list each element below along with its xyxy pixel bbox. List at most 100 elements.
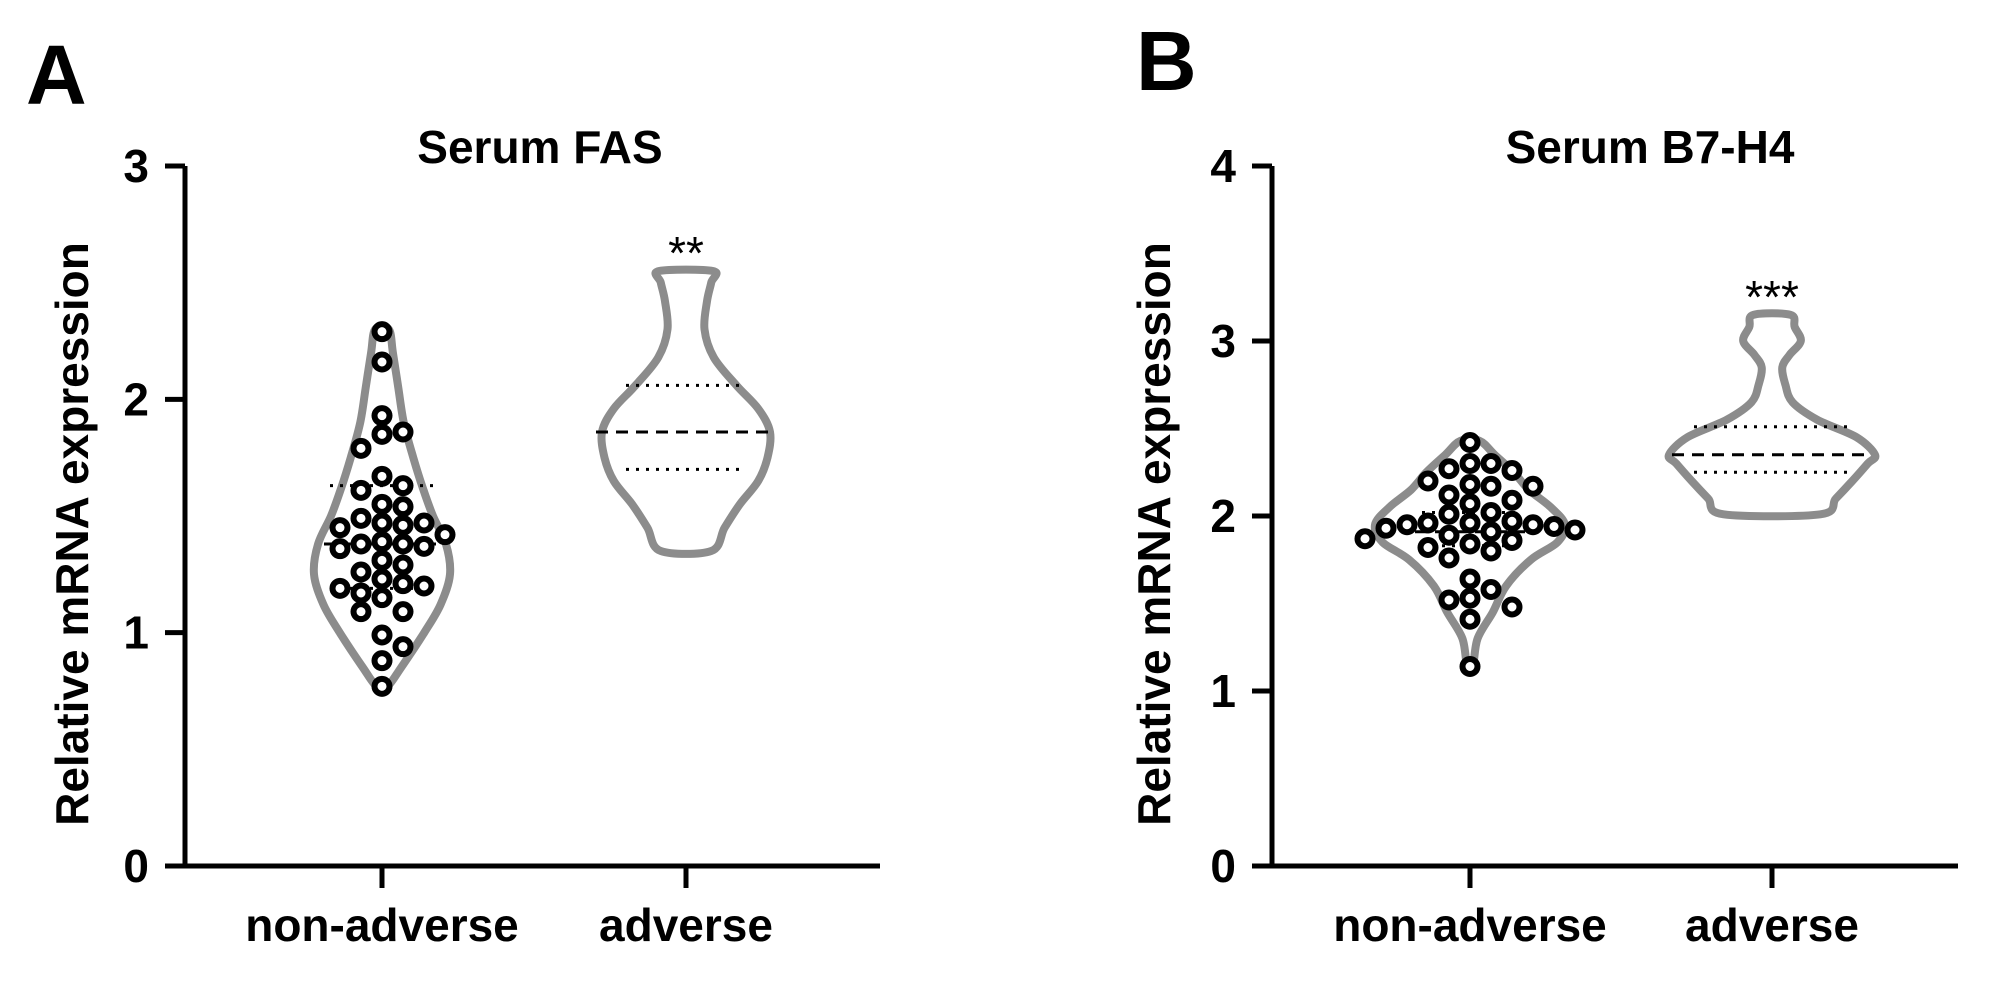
data-point: [371, 549, 393, 571]
data-point: [1522, 514, 1544, 536]
data-point: [413, 535, 435, 557]
data-point: [371, 531, 393, 553]
plot-area-b: 0 1 2 3 4 non-adverse adverse ***: [1210, 140, 1958, 951]
data-point: [1459, 453, 1481, 474]
data-point: [371, 568, 393, 590]
data-point: [1375, 517, 1397, 539]
y-tick-label: 3: [1210, 315, 1236, 367]
data-point: [1501, 460, 1523, 481]
data-point: [392, 573, 414, 595]
data-point: [1354, 528, 1376, 550]
data-point: [1459, 432, 1481, 453]
significance-label-a: **: [668, 227, 704, 279]
data-point: [350, 582, 372, 604]
data-point: [1480, 453, 1502, 474]
y-tick-label: 1: [1210, 665, 1236, 717]
data-point: [392, 533, 414, 555]
data-point: [1480, 502, 1502, 523]
data-point: [1543, 516, 1565, 537]
plot-area-a: 0 1 2 3 non-adverse adverse **: [123, 140, 880, 951]
data-point: [413, 512, 435, 534]
data-point: [1459, 568, 1481, 590]
data-point: [1417, 470, 1439, 492]
data-point: [1459, 512, 1481, 534]
data-point: [434, 524, 456, 546]
y-tick-label: 3: [123, 140, 149, 192]
data-point: [1459, 493, 1481, 515]
data-point: [392, 475, 414, 497]
violin-adverse: [597, 265, 775, 558]
data-point: [392, 514, 414, 536]
data-point: [350, 507, 372, 529]
panel-a: A Serum FAS Relative mRNA expression 0 1 2…: [26, 28, 880, 951]
panel-b: B Serum B7-H4 Relative mRNA expression 0…: [1128, 14, 1958, 951]
data-point: [350, 437, 372, 459]
data-point: [392, 636, 414, 658]
data-point: [371, 650, 393, 672]
data-point: [350, 533, 372, 555]
data-point: [1438, 589, 1460, 611]
data-point: [329, 517, 351, 539]
y-tick-label: 0: [123, 840, 149, 892]
chart-title-a: Serum FAS: [417, 121, 662, 173]
data-point: [371, 675, 393, 697]
y-axis-label-a: Relative mRNA expression: [46, 242, 98, 826]
panel-letter-a: A: [26, 28, 87, 122]
data-point: [350, 479, 372, 501]
chart-title-b: Serum B7-H4: [1506, 121, 1795, 173]
data-point: [1459, 533, 1481, 555]
data-point: [1438, 547, 1460, 569]
y-tick-label: 2: [1210, 490, 1236, 542]
data-point: [371, 321, 393, 343]
data-point: [392, 496, 414, 518]
data-point: [1501, 530, 1523, 551]
x-tick-label-non-adverse: non-adverse: [1333, 899, 1607, 951]
data-point: [1501, 596, 1523, 618]
data-point: [329, 538, 351, 560]
y-tick-label: 2: [123, 373, 149, 425]
y-tick-label: 4: [1210, 140, 1236, 192]
data-point: [1438, 503, 1460, 525]
y-tick-label: 0: [1210, 840, 1236, 892]
panel-letter-b: B: [1136, 14, 1197, 108]
data-point: [329, 577, 351, 599]
data-point: [1459, 474, 1481, 495]
data-point: [1459, 656, 1481, 677]
data-point: [371, 405, 393, 427]
x-tick-label-adverse: adverse: [599, 899, 773, 951]
data-point: [1522, 475, 1544, 497]
data-point: [1501, 510, 1523, 532]
data-point: [1438, 458, 1460, 480]
data-point: [371, 423, 393, 445]
data-point: [392, 601, 414, 623]
data-point: [1480, 579, 1502, 600]
data-point: [1480, 521, 1502, 543]
data-point: [1438, 484, 1460, 506]
data-point: [371, 493, 393, 515]
data-point: [1459, 587, 1481, 609]
data-point: [1417, 537, 1439, 558]
data-point: [371, 587, 393, 609]
data-point: [1501, 489, 1523, 511]
x-tick-label-non-adverse: non-adverse: [245, 899, 519, 951]
data-point: [1459, 608, 1481, 630]
data-point: [350, 561, 372, 583]
data-point: [413, 575, 435, 597]
violin-adverse: [1664, 309, 1880, 521]
data-point: [350, 601, 372, 623]
data-point: [392, 421, 414, 443]
data-point: [1480, 540, 1502, 562]
data-point: [1480, 475, 1502, 497]
y-tick-label: 1: [123, 607, 149, 659]
data-point: [371, 351, 393, 373]
data-point: [371, 512, 393, 534]
data-point: [371, 465, 393, 487]
significance-label-b: ***: [1745, 271, 1799, 323]
data-point: [1396, 514, 1418, 536]
data-point: [392, 554, 414, 576]
data-point: [1417, 512, 1439, 534]
x-tick-label-adverse: adverse: [1685, 899, 1859, 951]
data-point: [371, 624, 393, 646]
data-point: [1438, 524, 1460, 546]
